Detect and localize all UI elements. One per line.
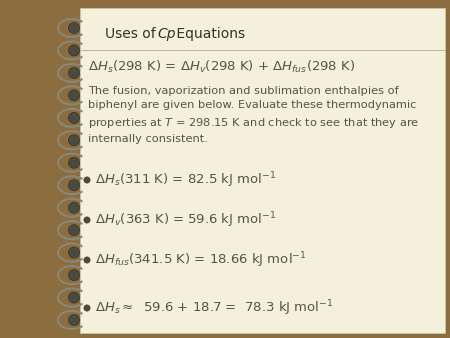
Text: $\Delta H_{fus}$(341.5 K) = 18.66 kJ mol$^{-1}$: $\Delta H_{fus}$(341.5 K) = 18.66 kJ mol… <box>95 250 306 270</box>
FancyBboxPatch shape <box>80 8 445 333</box>
Circle shape <box>68 23 80 33</box>
Text: The fusion, vaporization and sublimation enthalpies of
biphenyl are given below.: The fusion, vaporization and sublimation… <box>88 86 419 144</box>
Circle shape <box>84 305 90 312</box>
Text: Cp: Cp <box>157 27 176 41</box>
Text: Uses of: Uses of <box>105 27 160 41</box>
Circle shape <box>68 157 80 168</box>
Text: Equations: Equations <box>172 27 245 41</box>
Circle shape <box>68 112 80 123</box>
Text: $\Delta H_v$(363 K) = 59.6 kJ mol$^{-1}$: $\Delta H_v$(363 K) = 59.6 kJ mol$^{-1}$ <box>95 210 276 230</box>
Circle shape <box>68 270 80 281</box>
Text: $\Delta H_s \approx$  59.6 + 18.7 =  78.3 kJ mol$^{-1}$: $\Delta H_s \approx$ 59.6 + 18.7 = 78.3 … <box>95 298 333 318</box>
Circle shape <box>68 45 80 56</box>
Circle shape <box>68 292 80 303</box>
Circle shape <box>68 225 80 236</box>
Circle shape <box>68 67 80 78</box>
Circle shape <box>68 314 80 325</box>
Circle shape <box>84 217 90 223</box>
Circle shape <box>84 176 90 184</box>
Text: $\Delta H_s$(311 K) = 82.5 kJ mol$^{-1}$: $\Delta H_s$(311 K) = 82.5 kJ mol$^{-1}$ <box>95 170 276 190</box>
Circle shape <box>68 135 80 146</box>
Text: $\Delta H_s$(298 K) = $\Delta H_v$(298 K) + $\Delta H_{fus}$(298 K): $\Delta H_s$(298 K) = $\Delta H_v$(298 K… <box>88 59 355 75</box>
Circle shape <box>68 90 80 101</box>
Circle shape <box>84 257 90 264</box>
Circle shape <box>68 202 80 213</box>
Circle shape <box>68 180 80 191</box>
Circle shape <box>68 247 80 258</box>
